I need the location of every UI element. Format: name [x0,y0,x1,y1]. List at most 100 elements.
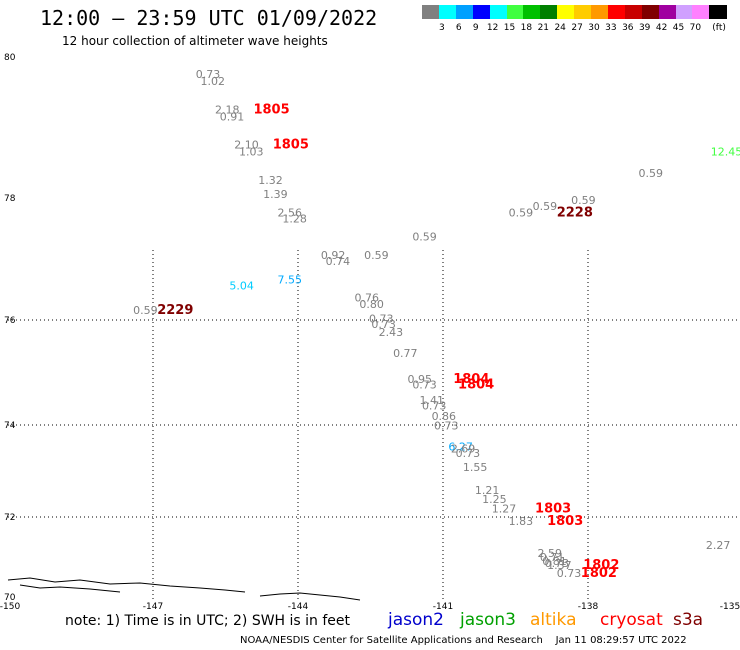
pass-time-label: 2228 [557,205,593,220]
wave-height-label: 2.69 [451,443,476,456]
wave-height-label: 0.73 [371,318,396,331]
pass-time-label: 1802 [581,566,617,581]
wave-height-label: 0.59 [133,304,158,317]
pass-time-label: 1805 [273,138,309,153]
wave-height-label: 1.21 [475,484,500,497]
legend-swatch [455,5,474,19]
wave-height-label: 1.27 [492,502,517,515]
x-tick-label: -144 [288,602,309,612]
legend-tick-label: 15 [503,23,516,33]
wave-height-label: 0.73 [557,567,582,580]
legend-tick-label: 6 [455,23,462,33]
wave-height-label: 0.91 [220,110,245,123]
wave-height-label: 12.45 [711,146,740,159]
wave-height-label: 1.39 [263,188,288,201]
y-tick-label: 76 [4,316,16,326]
legend-swatch [438,5,457,19]
pass-time-label: 1805 [253,102,289,117]
legend-swatch [624,5,643,19]
wave-height-label: 1.25 [482,493,507,506]
wave-height-label: 7.55 [278,273,303,286]
legend-tick-label: 42 [655,23,668,33]
wave-height-label: 2.56 [278,206,303,219]
wave-height-label: 2.27 [706,539,731,552]
legend-tick-label: 9 [472,23,479,33]
wave-height-label: 0.73 [434,420,459,433]
legend-tick-label: 70 [689,23,702,33]
legend-swatch [607,5,626,19]
satellite-altika: altika [530,610,577,630]
wave-height-label: 2.43 [379,326,404,339]
pass-time-label: 1804 [453,372,489,387]
chart-title: 12:00 – 23:59 UTC 01/09/2022 [40,6,378,30]
satellite-jason2: jason2 [388,610,444,630]
legend-swatch [506,5,524,19]
y-tick-label: 78 [4,194,16,204]
footer-credit: NOAA/NESDIS Center for Satellite Applica… [240,635,687,646]
legend-swatch [472,5,491,19]
legend-tick-label: 30 [588,23,600,33]
wave-height-label: 1.37 [547,559,572,572]
legend-swatch [692,5,710,19]
x-tick-label: -135 [720,602,740,612]
legend-tick-label: 27 [571,23,583,33]
y-tick-label: 70 [4,593,16,603]
wave-height-label: 0.73 [456,447,481,460]
wave-height-label: 0.59 [571,194,596,207]
wave-height-label: 2.18 [215,103,240,116]
wave-height-label: 1.83 [509,515,534,528]
wave-height-label: 5.04 [229,280,254,293]
legend-tick-label: 12 [486,23,499,33]
wave-height-label: 1.41 [420,394,445,407]
legend-tick-label: 21 [537,23,550,33]
wave-height-label: 0.74 [326,255,351,268]
wave-height-label: 0.73 [545,557,570,570]
x-tick-label: -150 [0,602,20,612]
legend-tick-label: 24 [554,23,566,33]
x-tick-label: -141 [433,602,453,612]
coastline [7,577,361,601]
wave-height-label: 0.71 [540,551,565,564]
legend-swatch [540,5,558,19]
wave-height-label: 0.80 [359,298,384,311]
legend-swatch [591,5,609,19]
y-tick-label: 80 [4,53,16,63]
pass-time-label: 1803 [535,501,571,516]
y-tick-label: 72 [4,513,15,523]
wave-height-label: 0.59 [533,200,558,213]
legend-swatch [557,5,575,19]
legend-swatch [658,5,676,19]
wave-height-label: 0.59 [412,231,437,244]
legend-swatch [675,5,693,19]
wave-height-label: 2.59 [537,547,562,560]
legend-tick-label: 36 [622,23,634,33]
wave-height-label: 0.73 [369,313,394,326]
legend-swatch [422,5,440,19]
legend-tick-label: 18 [520,23,533,33]
wave-height-label: 0.86 [432,410,457,423]
pass-time-label: 1804 [458,377,494,392]
pass-time-label: 2229 [157,303,193,318]
footer-note: note: 1) Time is in UTC; 2) SWH is in fe… [65,613,351,629]
satellite-s3a: s3a [673,610,704,630]
wave-height-label: 0.59 [639,167,664,180]
legend-swatch [523,5,541,19]
pass-time-label: 1803 [547,514,583,529]
wave-height-label: 1.55 [463,461,488,474]
wave-height-label: 0.73 [422,399,447,412]
wave-height-label: 0.73 [412,378,437,391]
pass-time-label: 1802 [583,558,619,573]
chart-subtitle: 12 hour collection of altimeter wave hei… [62,34,328,48]
wave-height-label: 2.10 [234,139,259,152]
legend-swatch [641,5,660,19]
wave-height-label: 0.92 [321,249,346,262]
legend-tick-label: 3 [439,23,445,33]
wave-height-label: 1.03 [239,146,263,159]
wave-height-label: 1.32 [258,174,283,187]
wave-height-label: 0.59 [364,249,389,262]
wave-height-label: 0.59 [509,206,534,219]
wave-height-label: 0.81 [542,555,567,568]
wave-height-label: 0.73 [196,68,221,81]
legend-swatch [489,5,507,19]
